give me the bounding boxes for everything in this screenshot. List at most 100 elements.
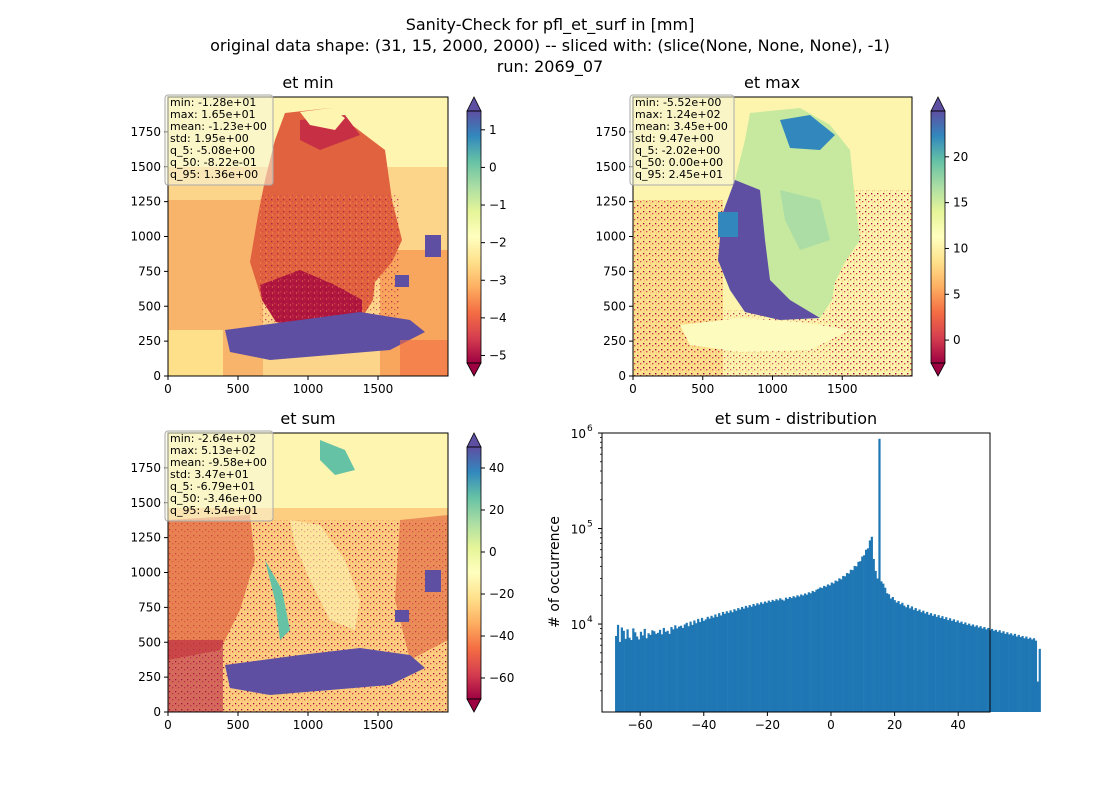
histogram-bar: [849, 569, 852, 712]
histogram-bar: [731, 612, 734, 712]
histogram-bar: [674, 625, 677, 712]
histogram-bar: [807, 592, 810, 712]
histogram-bar: [744, 605, 748, 712]
stat-q50: q_50: -8.22e-01: [170, 156, 257, 169]
histogram-bar: [733, 609, 736, 712]
histogram-bar: [763, 601, 767, 712]
colorbar-tick-label: −2: [489, 236, 507, 250]
et-min-colorbar-ticks: 1 0 −1 −2 −3 −4 −5: [481, 123, 507, 362]
colorbar-tick-label: 10: [953, 241, 968, 255]
histogram-bar: [981, 628, 984, 712]
histogram-bar: [918, 609, 921, 712]
histogram-bar: [977, 627, 980, 712]
x-tick-label: 500: [227, 382, 250, 396]
histogram-bar: [658, 629, 662, 712]
histogram-bar: [800, 594, 803, 712]
histogram-bar: [992, 630, 996, 712]
et-max-colorbar-ticks: 20 15 10 5 0: [945, 150, 968, 347]
histogram-bar: [689, 621, 692, 712]
y-tick-label-base: 10: [571, 427, 586, 441]
histogram-bar: [668, 633, 671, 712]
histogram-bar: [815, 589, 818, 712]
et-sum-distribution-panel: et sum - distribution −60 −40 −20 0 20 40 10 4…: [547, 409, 1041, 732]
histogram-bar: [672, 629, 675, 712]
et-min-x-axis: 0 500 1000 1500: [164, 376, 393, 396]
x-tick-label: 0: [164, 718, 172, 732]
histogram-bar: [968, 623, 971, 712]
x-tick-label: 1500: [363, 718, 394, 732]
histogram-bar: [729, 610, 732, 712]
x-tick-label: 1500: [363, 382, 394, 396]
histogram-bar: [702, 620, 706, 712]
et-sum-title: et sum: [280, 409, 335, 428]
stat-mean: mean: -1.23e+00: [170, 120, 267, 133]
figure-title-line-3: run: 2069_07: [497, 57, 603, 77]
histogram-bar: [645, 638, 648, 712]
histogram-bar: [630, 640, 633, 712]
histogram-bar: [895, 602, 898, 712]
histogram-bar: [687, 626, 690, 712]
histogram-bar: [830, 582, 833, 712]
et-min-colorbar: 1 0 −1 −2 −3 −4 −5: [466, 96, 507, 377]
x-tick-label: 40: [951, 718, 966, 732]
histogram-bar: [805, 594, 809, 712]
y-tick-label: 750: [603, 264, 626, 278]
histogram-bar: [851, 570, 854, 712]
histogram-bar: [649, 634, 652, 712]
stat-mean: mean: -9.58e+00: [170, 456, 267, 469]
histogram-bar: [975, 625, 978, 712]
histogram-bar: [901, 602, 904, 712]
et-sum-y-axis: 0 250 500 750 1000 1250 1500 1750: [130, 461, 168, 719]
histogram-bar: [844, 576, 847, 712]
histogram-bar: [905, 607, 908, 712]
y-tick-label-exponent: 5: [587, 520, 593, 530]
histogram-bar: [920, 612, 923, 712]
x-tick-label: 20: [887, 718, 902, 732]
histogram-bar: [708, 618, 711, 712]
histogram-bar: [937, 615, 940, 712]
histogram-bar: [899, 604, 902, 712]
histogram-bar: [832, 583, 835, 712]
histogram-bar: [924, 613, 927, 712]
histogram-bar: [710, 615, 713, 712]
et-max-title: et max: [744, 73, 800, 92]
histogram-bar: [1006, 632, 1009, 712]
x-tick-label: 1000: [293, 718, 324, 732]
colorbar-extend-top: [466, 96, 482, 112]
y-tick-label: 250: [138, 334, 161, 348]
x-tick-label: 500: [227, 718, 250, 732]
stat-max: max: 1.24e+02: [635, 108, 721, 121]
histogram-bar: [678, 626, 681, 712]
y-tick-label: 1250: [130, 195, 161, 209]
histogram-ylabel: # of occurrence: [547, 516, 563, 628]
histogram-bar: [716, 616, 719, 712]
colorbar-tick-label: 0: [489, 545, 497, 559]
histogram-bar: [811, 590, 814, 712]
histogram-bar: [966, 624, 969, 712]
histogram-bar: [693, 620, 696, 712]
x-tick-label: 0: [629, 382, 637, 396]
histogram-bar: [626, 629, 629, 712]
histogram-bar: [615, 635, 618, 712]
y-tick-label: 1000: [130, 566, 161, 580]
histogram-bar: [958, 622, 961, 712]
y-tick-label-exponent: 6: [587, 424, 593, 434]
colorbar-tick-label: 15: [953, 196, 968, 210]
histogram-bar: [1036, 681, 1039, 712]
histogram-bar: [790, 598, 793, 712]
histogram-bar: [651, 630, 654, 712]
histogram-bars: [615, 438, 1041, 712]
y-tick-label: 250: [138, 670, 161, 684]
figure-title-line-2: original data shape: (31, 15, 2000, 2000…: [210, 36, 890, 55]
histogram-bar: [916, 610, 919, 712]
histogram-bar: [971, 624, 975, 712]
stat-max: max: 1.65e+01: [170, 108, 256, 121]
histogram-bar: [786, 598, 789, 712]
colorbar-tick-label: 0: [953, 333, 961, 347]
histogram-bar: [874, 570, 877, 712]
histogram-bar: [1027, 638, 1030, 712]
histogram-bar: [941, 616, 944, 712]
histogram-bar: [897, 601, 900, 712]
histogram-bar: [950, 620, 954, 712]
et-max-y-axis: 0 250 500 750 1000 1250 1500 1750: [595, 125, 633, 383]
